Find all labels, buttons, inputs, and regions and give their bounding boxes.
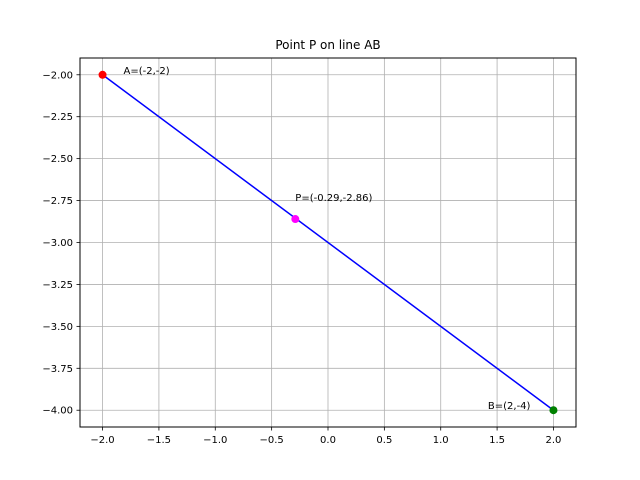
y-tick-label: −3.25 [42,280,73,291]
y-tick-label: −2.75 [42,196,73,207]
y-tick-label: −2.50 [42,154,73,165]
x-tick-label: 0.0 [320,435,336,446]
point-marker [98,70,107,79]
point-label: B=(2,-4) [488,401,531,412]
point-label: P=(-0.29,-2.86) [295,193,372,204]
y-tick-label: −3.75 [42,364,73,375]
x-tick-label: 1.5 [489,435,505,446]
y-tick-label: −3.00 [42,238,73,249]
point-marker [549,406,558,415]
series-layer [102,74,554,411]
x-tick-label: −2.0 [90,435,114,446]
y-tick-label: −2.00 [42,70,73,81]
y-tick-label: −2.25 [42,112,73,123]
y-tick-label: −4.00 [42,406,73,417]
line-ab [102,74,554,411]
y-tick-label: −3.50 [42,322,73,333]
chart-title: Point P on line AB [275,38,380,52]
point-label: A=(-2,-2) [124,66,170,77]
plot-frame [79,57,577,428]
x-tick-label: −1.5 [147,435,171,446]
x-tick-label: 2.0 [546,435,562,446]
ticks: −2.0 −1.5 −1.0 −0.5 0.0 0.5 1.0 1.5 2.0 −2.00 −2.2… [42,70,561,446]
points-layer: A=(-2,-2) P=(-0.29,-2.86) B=(2,-4) [98,66,558,415]
x-tick-label: 1.0 [433,435,449,446]
x-tick-label: −1.0 [203,435,227,446]
x-tick-label: −0.5 [259,435,283,446]
x-tick-label: 0.5 [376,435,392,446]
point-marker [291,215,300,224]
